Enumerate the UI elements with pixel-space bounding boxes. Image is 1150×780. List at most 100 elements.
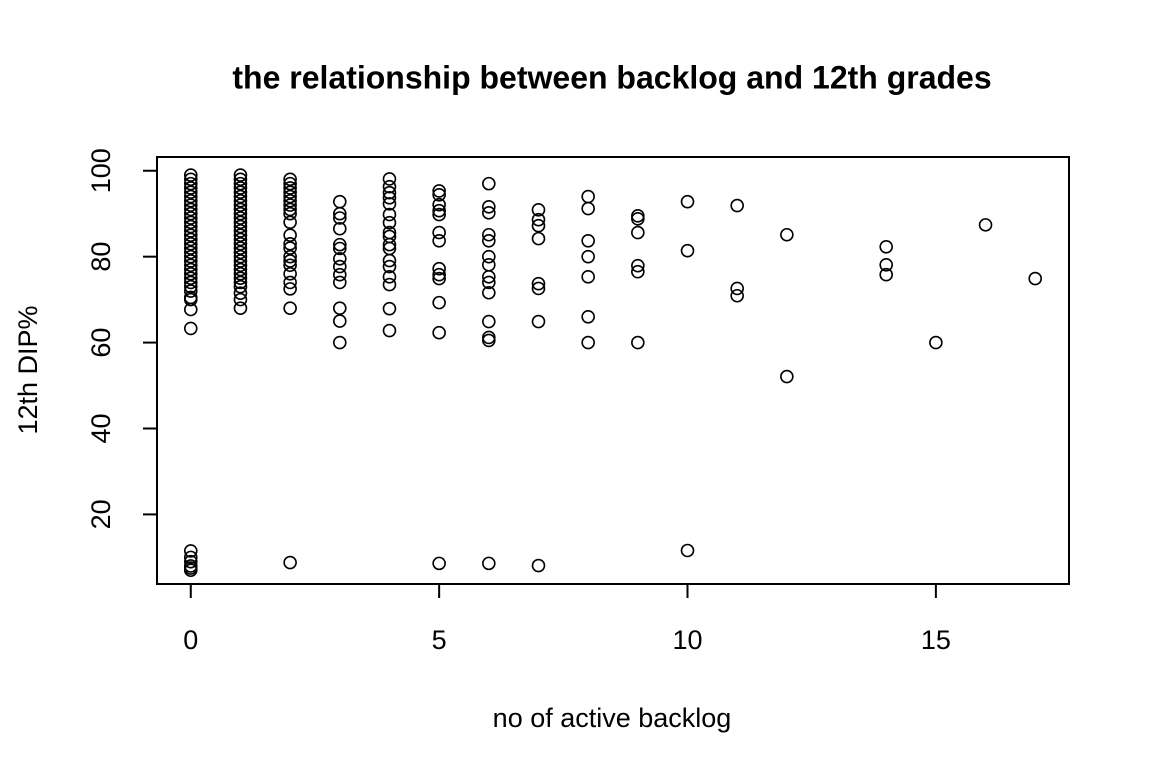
point xyxy=(432,203,446,218)
x-axis-title: no of active backlog xyxy=(493,703,732,733)
point xyxy=(631,225,645,240)
point xyxy=(382,270,397,284)
point xyxy=(233,228,248,242)
point xyxy=(183,219,198,234)
point xyxy=(283,215,297,230)
point xyxy=(283,267,297,281)
point xyxy=(283,228,297,242)
point xyxy=(730,288,744,303)
point xyxy=(382,323,397,338)
point xyxy=(233,286,248,300)
point xyxy=(482,233,496,248)
point xyxy=(283,206,297,221)
point xyxy=(482,333,496,348)
point xyxy=(382,197,397,211)
point xyxy=(332,335,347,350)
x-tick-label: 0 xyxy=(183,625,198,655)
point xyxy=(183,267,198,281)
point xyxy=(780,369,794,384)
point xyxy=(183,321,198,336)
point xyxy=(432,271,446,286)
point xyxy=(432,188,446,202)
y-axis-title: 12th DIP% xyxy=(13,305,43,434)
point xyxy=(233,267,248,281)
point xyxy=(233,206,248,221)
point xyxy=(283,249,297,264)
point xyxy=(531,276,546,291)
point xyxy=(233,258,248,273)
y-tick-label: 40 xyxy=(86,413,116,443)
point xyxy=(531,314,546,329)
x-tick-label: 5 xyxy=(432,625,447,655)
point xyxy=(382,191,397,205)
point xyxy=(183,236,198,251)
point xyxy=(581,310,595,324)
point xyxy=(283,185,297,200)
point xyxy=(283,258,297,273)
point xyxy=(233,168,248,182)
point xyxy=(233,271,248,285)
point xyxy=(233,215,248,230)
point xyxy=(183,202,198,217)
point xyxy=(482,176,496,191)
point xyxy=(382,259,397,274)
point xyxy=(183,245,198,260)
point xyxy=(183,176,198,191)
point xyxy=(183,198,198,212)
point xyxy=(432,207,446,222)
point xyxy=(382,237,397,252)
point xyxy=(432,225,446,240)
y-tick-label: 20 xyxy=(86,499,116,529)
point xyxy=(482,206,496,220)
point xyxy=(233,211,248,225)
point xyxy=(432,295,446,310)
point xyxy=(233,172,248,187)
point xyxy=(233,241,248,255)
point xyxy=(283,198,297,212)
point xyxy=(283,241,297,255)
point xyxy=(482,556,496,571)
point xyxy=(183,284,198,298)
point xyxy=(183,559,198,573)
point xyxy=(581,270,595,284)
point xyxy=(531,212,546,227)
point xyxy=(233,224,248,238)
point xyxy=(631,264,645,279)
point xyxy=(183,206,198,221)
x-tick-label: 10 xyxy=(672,625,702,655)
point xyxy=(233,262,248,277)
point xyxy=(879,239,894,254)
point xyxy=(531,281,546,296)
point xyxy=(233,176,248,191)
point xyxy=(382,301,397,316)
point xyxy=(283,176,297,191)
point xyxy=(183,228,198,242)
point xyxy=(631,335,645,350)
point xyxy=(233,194,248,208)
point xyxy=(382,253,397,268)
point xyxy=(183,550,198,565)
point xyxy=(978,218,993,232)
point xyxy=(183,275,198,290)
point xyxy=(382,179,397,194)
point xyxy=(382,172,397,186)
y-tick-label: 60 xyxy=(86,328,116,358)
point xyxy=(233,189,248,204)
point xyxy=(283,555,297,570)
point xyxy=(183,224,198,238)
point xyxy=(332,301,347,316)
point xyxy=(183,189,198,204)
x-tick-label: 15 xyxy=(921,625,951,655)
point xyxy=(233,185,248,200)
point xyxy=(332,237,347,252)
point xyxy=(879,258,894,272)
point xyxy=(183,271,198,285)
point xyxy=(382,185,397,200)
point xyxy=(531,558,546,573)
point xyxy=(233,181,248,195)
point xyxy=(283,236,297,251)
point xyxy=(432,261,446,276)
point xyxy=(183,258,198,273)
point xyxy=(730,198,744,213)
point xyxy=(581,233,595,248)
